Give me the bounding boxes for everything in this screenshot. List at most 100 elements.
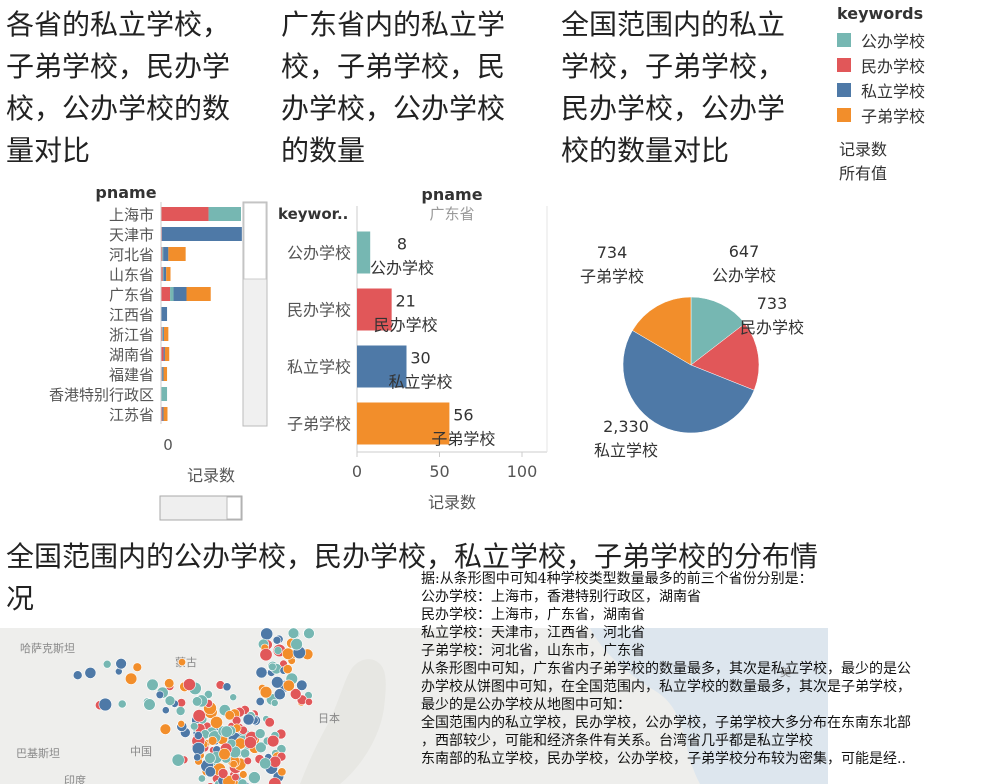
map-school-dot[interactable]	[268, 662, 277, 671]
china-school-map[interactable]: 哈萨克斯坦 蒙古 中国 日本 巴基斯坦 印度美	[0, 628, 828, 784]
map-school-dot[interactable]	[192, 696, 203, 707]
map-school-dot[interactable]	[239, 770, 248, 779]
map-school-dot[interactable]	[217, 768, 229, 779]
c1-bar-segment[interactable]	[161, 227, 242, 241]
map-school-dot[interactable]	[269, 755, 282, 768]
legend-item[interactable]: 私立学校	[837, 77, 925, 102]
c1-scroll-thumb[interactable]	[243, 202, 267, 280]
pie-slice[interactable]	[632, 296, 692, 366]
map-school-dot[interactable]	[255, 741, 267, 754]
map-school-dot[interactable]	[210, 716, 223, 729]
c2-bar[interactable]	[357, 402, 450, 445]
map-school-dot[interactable]	[192, 709, 206, 723]
map-school-dot[interactable]	[282, 679, 295, 692]
map-school-dot[interactable]	[222, 682, 232, 692]
map-school-dot[interactable]	[259, 757, 272, 770]
c1-bar-segment[interactable]	[161, 387, 168, 401]
map-school-dot[interactable]	[197, 774, 206, 783]
pie-slice[interactable]	[690, 296, 746, 366]
c1-bar-segment[interactable]	[168, 247, 186, 261]
c1-bar-segment[interactable]	[208, 207, 241, 221]
map-school-dot[interactable]	[229, 760, 238, 769]
map-school-dot[interactable]	[304, 697, 313, 706]
map-school-dot[interactable]	[146, 678, 159, 691]
map-school-dot[interactable]	[207, 736, 218, 746]
map-school-dot[interactable]	[270, 699, 279, 707]
map-school-dot[interactable]	[193, 753, 202, 762]
map-school-dot[interactable]	[102, 659, 112, 669]
map-school-dot[interactable]	[287, 628, 300, 639]
map-school-dot[interactable]	[255, 697, 265, 707]
map-school-dot[interactable]	[72, 670, 83, 681]
c1-bar-segment[interactable]	[161, 347, 164, 361]
map-school-dot[interactable]	[220, 725, 233, 738]
map-school-dot[interactable]	[237, 778, 248, 784]
map-school-dot[interactable]	[84, 667, 97, 679]
c1-bar-segment[interactable]	[162, 247, 164, 261]
map-school-dot[interactable]	[260, 628, 274, 641]
c1-bar-segment[interactable]	[161, 307, 168, 321]
map-school-dot[interactable]	[254, 728, 266, 739]
c1-bar-segment[interactable]	[162, 327, 164, 341]
c1-bar-segment[interactable]	[163, 247, 169, 261]
c1-bar-segment[interactable]	[164, 347, 170, 361]
map-school-dot[interactable]	[164, 678, 175, 689]
c1-bar-segment[interactable]	[161, 407, 163, 421]
c1-hscroll-thumb[interactable]	[226, 496, 242, 520]
map-school-dot[interactable]	[255, 666, 268, 679]
map-school-dot[interactable]	[282, 664, 293, 674]
map-school-dot[interactable]	[161, 706, 170, 715]
map-school-dot[interactable]	[289, 688, 302, 700]
map-school-dot[interactable]	[240, 748, 251, 759]
c1-bar-segment[interactable]	[186, 287, 211, 301]
map-school-dot[interactable]	[264, 717, 275, 728]
map-school-dot[interactable]	[282, 647, 295, 660]
legend-item[interactable]: 民办学校	[837, 52, 925, 77]
c1-bar-segment[interactable]	[161, 287, 171, 301]
map-school-dot[interactable]	[117, 699, 127, 709]
c1-bar-segment[interactable]	[163, 367, 168, 381]
map-school-dot[interactable]	[204, 766, 216, 778]
map-school-dot[interactable]	[171, 753, 185, 767]
c1-bar-segment[interactable]	[166, 267, 171, 281]
map-school-dot[interactable]	[273, 646, 283, 655]
map-school-dot[interactable]	[277, 767, 287, 777]
c1-bar-segment[interactable]	[163, 347, 165, 361]
map-school-dot[interactable]	[203, 690, 213, 699]
map-school-dot[interactable]	[132, 662, 143, 672]
map-school-dot[interactable]	[224, 710, 235, 721]
c1-bar-segment[interactable]	[161, 207, 209, 221]
map-school-dot[interactable]	[115, 658, 127, 670]
c1-bar-segment[interactable]	[164, 327, 169, 341]
c1-bar-segment[interactable]	[161, 267, 163, 281]
map-school-dot[interactable]	[143, 698, 156, 711]
map-school-dot[interactable]	[243, 756, 252, 765]
c1-bar-segment[interactable]	[162, 407, 164, 421]
map-school-dot[interactable]	[243, 736, 257, 749]
map-school-dot[interactable]	[125, 672, 138, 685]
map-school-dot[interactable]	[177, 720, 185, 728]
c1-bar-segment[interactable]	[163, 267, 167, 281]
map-school-dot[interactable]	[204, 752, 216, 764]
map-school-dot[interactable]	[190, 722, 199, 731]
c1-bar-segment[interactable]	[162, 267, 164, 281]
map-school-dot[interactable]	[218, 747, 231, 761]
map-school-dot[interactable]	[175, 706, 186, 716]
map-school-dot[interactable]	[271, 676, 284, 689]
map-school-dot[interactable]	[178, 658, 187, 667]
pie-slice[interactable]	[622, 330, 755, 434]
map-school-dot[interactable]	[229, 693, 237, 701]
map-school-dot[interactable]	[98, 697, 113, 712]
map-school-dot[interactable]	[164, 695, 176, 706]
map-school-dot[interactable]	[266, 734, 280, 748]
map-school-dot[interactable]	[248, 771, 261, 784]
map-school-dot[interactable]	[231, 773, 240, 782]
map-school-dot[interactable]	[259, 685, 273, 699]
c2-bar[interactable]	[357, 231, 371, 274]
c1-bar-segment[interactable]	[162, 367, 164, 381]
c2-bar[interactable]	[357, 288, 392, 331]
map-school-dot[interactable]	[159, 723, 172, 735]
map-school-dot[interactable]	[182, 678, 196, 691]
map-school-dot[interactable]	[273, 688, 286, 701]
map-school-dot[interactable]	[290, 638, 303, 651]
